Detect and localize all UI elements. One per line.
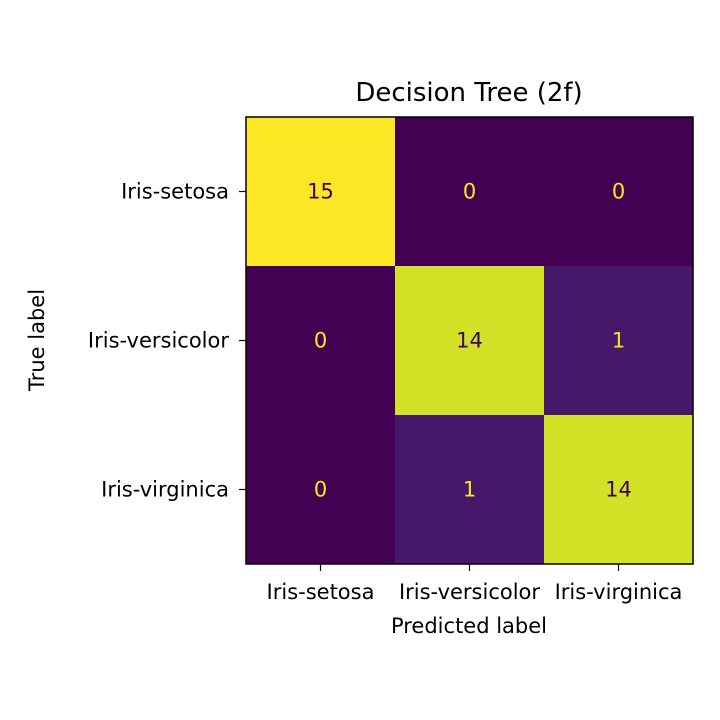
x-tick-label: Iris-virginica — [555, 580, 683, 604]
heatmap-cell-value: 0 — [463, 180, 476, 204]
x-tick-label: Iris-setosa — [267, 580, 375, 604]
heatmap-cell — [544, 415, 694, 565]
heatmap-cell-value: 0 — [314, 329, 327, 353]
heatmap-cell-value: 1 — [463, 478, 476, 502]
heatmap-cell-value: 14 — [605, 478, 632, 502]
y-axis-ticks: Iris-setosa Iris-versicolor Iris-virginica — [88, 180, 246, 502]
heatmap-cells — [246, 117, 694, 565]
y-tick-label: Iris-versicolor — [88, 329, 229, 353]
x-axis-label: Predicted label — [391, 614, 547, 638]
heatmap-cell — [246, 415, 396, 565]
heatmap-cell — [395, 117, 545, 267]
heatmap-cell-value: 14 — [456, 329, 483, 353]
x-axis-ticks: Iris-setosa Iris-versicolor Iris-virginica — [267, 564, 683, 604]
heatmap-cell-value: 15 — [307, 180, 334, 204]
heatmap-cell — [395, 266, 545, 416]
heatmap-cell — [395, 415, 545, 565]
heatmap-cell-labels: 15 0 0 0 14 1 0 1 14 — [307, 180, 632, 502]
heatmap-cell — [246, 266, 396, 416]
y-axis-label: True label — [25, 289, 49, 392]
heatmap-cell-value: 1 — [612, 329, 625, 353]
chart-title: Decision Tree (2f) — [355, 78, 582, 108]
heatmap-cell-value: 0 — [314, 478, 327, 502]
heatmap-cell — [544, 266, 694, 416]
y-tick-label: Iris-virginica — [101, 478, 229, 502]
x-tick-label: Iris-versicolor — [399, 580, 540, 604]
heatmap-cell — [544, 117, 694, 267]
heatmap-cell-value: 0 — [612, 180, 625, 204]
y-tick-label: Iris-setosa — [121, 180, 229, 204]
heatmap-cell — [246, 117, 396, 267]
